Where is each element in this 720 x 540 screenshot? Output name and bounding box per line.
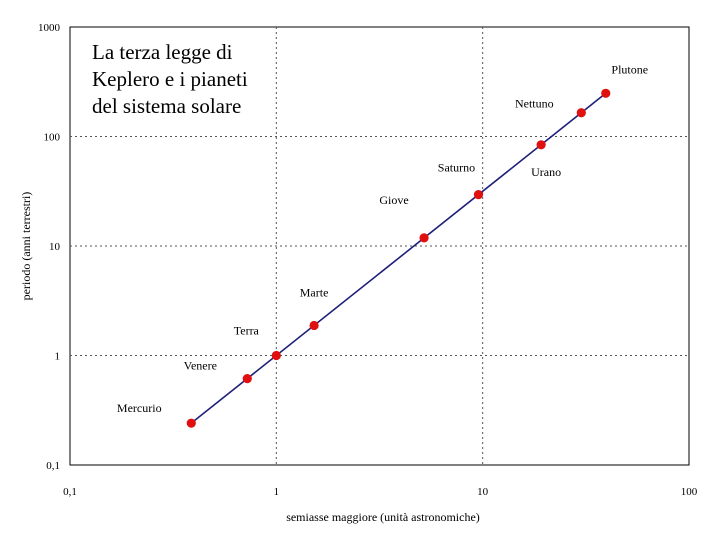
point-label-giove: Giove	[379, 193, 408, 207]
y-axis-label: periodo (anni terrestri)	[19, 192, 33, 301]
tick-labels: 0,1 1 10 100 0,1 1 10 100 1000	[38, 22, 698, 498]
point-label-nettuno: Nettuno	[515, 97, 554, 111]
chart-title-line-2: Keplero e i pianeti	[92, 67, 248, 91]
point-venere	[242, 374, 252, 384]
point-label-terra: Terra	[234, 324, 260, 338]
point-label-plutone: Plutone	[611, 62, 648, 76]
y-tick-label: 10	[49, 241, 61, 253]
point-label-saturno: Saturno	[438, 161, 475, 175]
x-axis-label: semiasse maggiore (unità astronomiche)	[286, 510, 480, 524]
x-tick-label: 1	[274, 486, 280, 498]
fit-line-group	[190, 92, 607, 424]
point-urano	[536, 140, 546, 150]
point-terra	[271, 350, 281, 361]
point-mercurio	[186, 418, 196, 428]
y-tick-label: 1	[55, 351, 61, 363]
point-label-mercurio: Mercurio	[117, 401, 162, 415]
point-marte	[309, 320, 319, 331]
point-saturno	[473, 190, 484, 200]
point-label-marte: Marte	[300, 285, 329, 299]
x-tick-label: 0,1	[63, 486, 77, 498]
fit-line	[190, 92, 607, 424]
point-nettuno	[576, 108, 586, 118]
chart-title-line-3: del sistema solare	[92, 94, 241, 118]
point-plutone	[601, 88, 611, 98]
point-label-urano: Urano	[531, 165, 561, 179]
point-giove	[419, 233, 429, 243]
y-tick-label: 0,1	[46, 460, 60, 472]
y-tick-label: 100	[44, 132, 61, 144]
chart-title-line-1: La terza legge di	[92, 40, 233, 64]
grid-lines	[70, 27, 689, 465]
data-points: Mercurio Venere Terra Marte Giove Saturno Uran…	[117, 62, 648, 428]
x-tick-label: 10	[477, 486, 489, 498]
x-tick-label: 100	[681, 486, 698, 498]
y-tick-label: 1000	[38, 22, 61, 34]
point-label-venere: Venere	[184, 359, 217, 373]
